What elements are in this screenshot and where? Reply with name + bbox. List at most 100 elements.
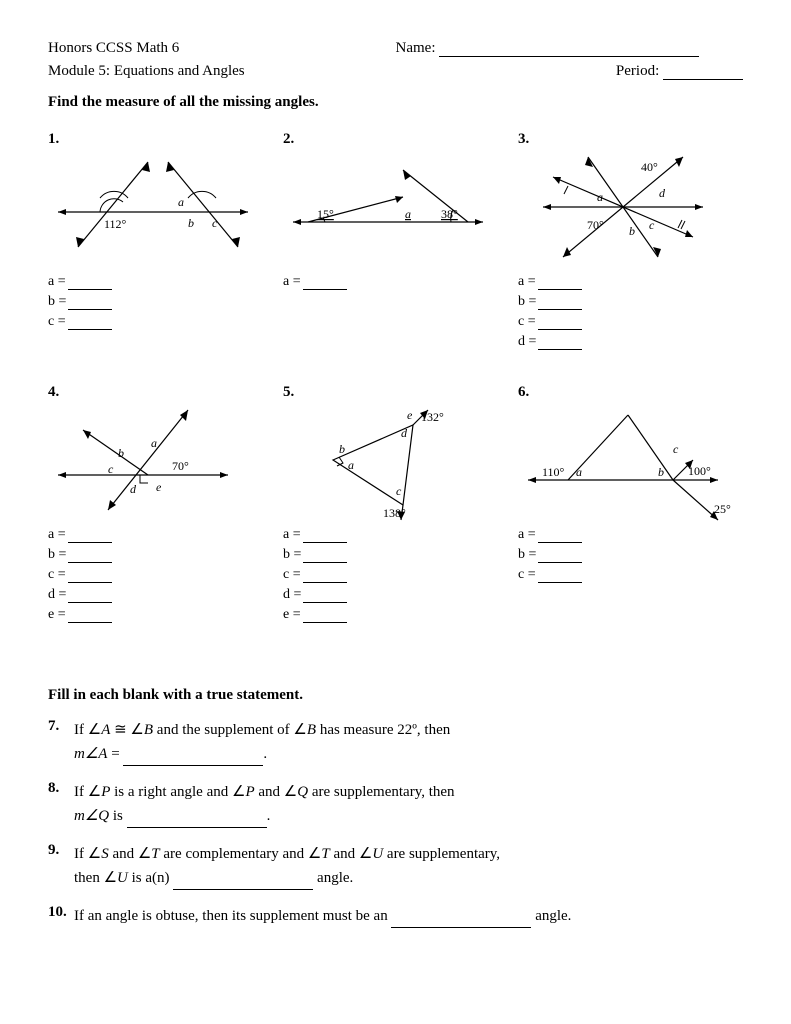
- label-c: c: [649, 218, 655, 232]
- answer-label: e =: [48, 607, 66, 622]
- q-var: S: [101, 846, 109, 862]
- label-a: a: [151, 436, 157, 450]
- answer-line: b =: [518, 294, 743, 310]
- question-text: If ∠S and ∠T are complementary and ∠T an…: [74, 842, 743, 890]
- answer-blank[interactable]: [303, 277, 347, 290]
- problem-number: 3.: [518, 131, 743, 148]
- problem-number: 6.: [518, 384, 743, 401]
- fill-blank[interactable]: [391, 914, 531, 928]
- question-number: 8.: [48, 780, 74, 828]
- q-text: If ∠: [74, 846, 101, 862]
- answer-line: b =: [48, 294, 273, 310]
- q-text: is: [109, 808, 127, 824]
- angle-138: 138°: [383, 506, 406, 520]
- period-blank[interactable]: [663, 65, 743, 80]
- question-9: 9. If ∠S and ∠T are complementary and ∠T…: [48, 842, 743, 890]
- answer-blank[interactable]: [68, 610, 112, 623]
- q-var: B: [144, 722, 153, 738]
- problems-grid: 1. 112° a: [48, 131, 743, 627]
- answer-line: c =: [283, 567, 508, 583]
- answer-label: d =: [518, 334, 536, 349]
- answer-line: d =: [283, 587, 508, 603]
- answer-label: d =: [283, 587, 301, 602]
- answer-blank[interactable]: [303, 570, 347, 583]
- angle-15: 15°: [317, 207, 334, 221]
- name-label: Name:: [396, 40, 436, 56]
- question-text: If ∠P is a right angle and ∠P and ∠Q are…: [74, 780, 743, 828]
- answer-blank[interactable]: [538, 317, 582, 330]
- answer-line: e =: [283, 607, 508, 623]
- question-text: If an angle is obtuse, then its suppleme…: [74, 904, 743, 928]
- label-c: c: [396, 484, 402, 498]
- answer-label: c =: [48, 314, 66, 329]
- q-text: has measure 22º, then: [316, 722, 450, 738]
- answer-label: b =: [48, 294, 66, 309]
- answer-blank[interactable]: [303, 530, 347, 543]
- answer-line: c =: [518, 567, 743, 583]
- answer-blank[interactable]: [68, 550, 112, 563]
- answer-blank[interactable]: [68, 317, 112, 330]
- answer-label: a =: [283, 527, 301, 542]
- fill-blank[interactable]: [127, 814, 267, 828]
- answer-blank[interactable]: [68, 530, 112, 543]
- question-8: 8. If ∠P is a right angle and ∠P and ∠Q …: [48, 780, 743, 828]
- q-text: If an angle is obtuse, then its suppleme…: [74, 908, 391, 924]
- angle-112: 112°: [104, 217, 127, 231]
- q-text: then ∠: [74, 870, 117, 886]
- label-c: c: [673, 442, 679, 456]
- name-blank[interactable]: [439, 42, 699, 57]
- answer-blank[interactable]: [538, 337, 582, 350]
- label-a: a: [348, 458, 354, 472]
- q-text: and ∠: [330, 846, 373, 862]
- q-text: is a right angle and ∠: [110, 784, 245, 800]
- q-text: angle.: [531, 908, 571, 924]
- answer-blank[interactable]: [68, 277, 112, 290]
- label-b: b: [188, 216, 194, 230]
- answer-label: a =: [48, 274, 66, 289]
- course-title: Honors CCSS Math 6: [48, 40, 396, 57]
- answer-blank[interactable]: [538, 277, 582, 290]
- period-label: Period:: [616, 63, 659, 79]
- answer-label: c =: [518, 314, 536, 329]
- q-text: ≅ ∠: [110, 722, 144, 738]
- answers-5: a = b = c = d = e =: [283, 527, 508, 623]
- answer-label: a =: [48, 527, 66, 542]
- q-var: Q: [98, 808, 109, 824]
- answers-3: a = b = c = d =: [518, 274, 743, 350]
- fill-blank[interactable]: [123, 752, 263, 766]
- answer-blank[interactable]: [303, 550, 347, 563]
- angle-132: 132°: [421, 410, 444, 424]
- question-number: 9.: [48, 842, 74, 890]
- q-var: Q: [297, 784, 308, 800]
- problem-5: 5. 132° 138° e d b a c a =: [283, 384, 508, 627]
- angle-40: 40°: [641, 160, 658, 174]
- q-var: P: [245, 784, 254, 800]
- answer-label: b =: [518, 294, 536, 309]
- answer-blank[interactable]: [68, 297, 112, 310]
- answer-blank[interactable]: [303, 590, 347, 603]
- figure-5: 132° 138° e d b a c: [283, 405, 508, 515]
- figure-4: 70° a b c d e: [48, 405, 273, 515]
- problem-number: 4.: [48, 384, 273, 401]
- answer-blank[interactable]: [538, 570, 582, 583]
- fill-blank[interactable]: [173, 876, 313, 890]
- answer-blank[interactable]: [538, 530, 582, 543]
- q-text: m∠: [74, 746, 98, 762]
- header-row-2: Module 5: Equations and Angles Period:: [48, 63, 743, 80]
- q-text: are supplementary,: [383, 846, 500, 862]
- problem-2: 2. 15° 38° a a =: [283, 131, 508, 354]
- label-e: e: [407, 408, 413, 422]
- answer-blank[interactable]: [538, 550, 582, 563]
- answer-blank[interactable]: [68, 590, 112, 603]
- label-b: b: [658, 465, 664, 479]
- answer-label: c =: [48, 567, 66, 582]
- q-text: .: [263, 746, 267, 762]
- answer-label: b =: [48, 547, 66, 562]
- answer-line: a =: [283, 527, 508, 543]
- answer-blank[interactable]: [303, 610, 347, 623]
- module-title: Module 5: Equations and Angles: [48, 63, 396, 80]
- name-field: Name:: [396, 40, 744, 57]
- q-var: A: [101, 722, 110, 738]
- answer-blank[interactable]: [538, 297, 582, 310]
- answer-blank[interactable]: [68, 570, 112, 583]
